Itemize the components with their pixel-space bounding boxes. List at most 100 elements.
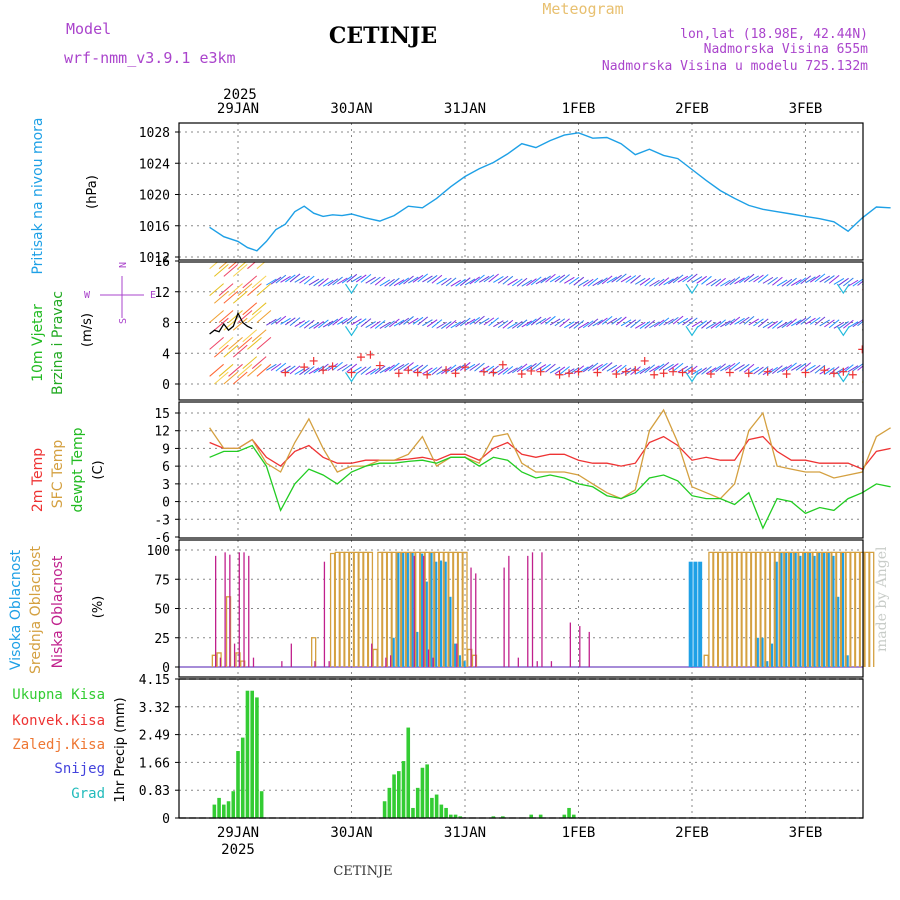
wind-barb (450, 365, 462, 373)
wind-barb (275, 362, 287, 372)
cloud-bar-srednja (769, 551, 776, 667)
credit: made by Angel (874, 546, 890, 652)
wind-barb (691, 368, 703, 375)
cloud-bar-visoka (400, 552, 405, 667)
temp-line-2m-temp (209, 435, 891, 470)
wind-gust-mark (366, 350, 375, 359)
wind-barb (691, 276, 703, 283)
wind-gust-mark (848, 370, 857, 379)
wind-barb (322, 279, 334, 287)
wind-barb (809, 274, 821, 283)
wind-barb-fan (872, 280, 888, 290)
wind-barb-fan (209, 363, 224, 377)
cloud-bar-srednja (334, 551, 340, 667)
cloud-bar-srednja (731, 551, 738, 667)
wind-barb-fan (228, 363, 243, 377)
day-label-top: 1FEB (562, 101, 596, 117)
wind-speed-line-tail (862, 329, 863, 331)
wind-barb (535, 364, 547, 371)
cloud-bar-visoka (811, 555, 816, 667)
wind-barb (497, 320, 509, 329)
wind-barb-fan (251, 329, 267, 343)
precip-bar (529, 814, 534, 818)
wind-barb (772, 320, 783, 329)
wind-barb (327, 278, 339, 287)
wind-barb (587, 362, 599, 372)
cloud-bar-srednja (802, 551, 809, 667)
wind-barb (582, 320, 594, 329)
wind-barb (847, 279, 859, 287)
wind-barb (431, 274, 443, 284)
wind-barb (620, 275, 632, 283)
wind-barb (270, 276, 282, 285)
wind-barb (597, 362, 608, 371)
wind-barb (289, 365, 301, 375)
wind-barb (294, 320, 306, 328)
wind-barb (389, 362, 400, 372)
pressure-title: Pritisak na nivou mora (30, 117, 46, 274)
wind-barb-fan (228, 310, 243, 323)
wind-barb (422, 319, 433, 327)
wind-gust-mark (413, 368, 422, 377)
wind-barb (757, 274, 769, 283)
wind-barb-fan (214, 371, 229, 385)
compass-south: S (118, 318, 129, 324)
wind-barb (644, 319, 656, 329)
wind-barb (337, 277, 348, 285)
bottom-day-labels: 29JAN 30JAN 31JAN 1FEB 2FEB 3FEB (217, 825, 822, 841)
wind-barb (720, 320, 731, 328)
cloud-bar-visoka (414, 631, 419, 667)
cloud-bar-visoka (461, 661, 466, 667)
cloud-bar-srednja (845, 551, 851, 667)
wind-barb (545, 315, 556, 325)
wind-barb (351, 275, 362, 283)
wind-gust-mark (461, 363, 469, 372)
wind-barb (639, 366, 651, 375)
wind-barb (393, 319, 405, 327)
y-tick-label: 50 (154, 603, 170, 618)
precip-bar (212, 804, 217, 818)
wind-barb-fan (247, 363, 262, 377)
cloud-bar-visoka (806, 552, 811, 667)
precip-bar (538, 814, 543, 818)
wind-barb (313, 321, 324, 329)
wind-barb (299, 320, 310, 328)
wind-barb (776, 321, 788, 329)
wind-gust-mark (678, 368, 687, 377)
wind-plot (209, 262, 888, 385)
wind-barb (597, 317, 608, 326)
wind-barb (861, 369, 863, 371)
wind-barb (507, 367, 518, 375)
wind-barb (464, 363, 476, 371)
wind-barb (370, 276, 381, 285)
wind-barb-fan (218, 283, 234, 296)
wind-barb-fan (247, 310, 262, 323)
cloud-bar-srednja (467, 648, 473, 667)
cloud-bar-srednja (225, 596, 232, 667)
wind-barb (355, 274, 367, 283)
wind-barb-fan (242, 302, 258, 316)
wind-barb (398, 362, 410, 371)
precip-bar (491, 816, 496, 818)
wind-barb (729, 361, 741, 371)
wind-gust-mark (394, 369, 403, 378)
cloud-bar-visoka (821, 552, 826, 667)
cloud-bar-srednja (826, 551, 832, 667)
day-label-top: 3FEB (789, 101, 823, 117)
y-tick-label: 16 (154, 255, 170, 270)
cloud-bar-srednja (339, 551, 345, 667)
cloud-bar-srednja (727, 551, 733, 667)
wind-barb (649, 279, 660, 287)
wind-barb (582, 364, 594, 373)
wind-barb-fan (232, 371, 248, 385)
wind-barb (270, 363, 282, 371)
cloud-bar-srednja (746, 551, 752, 667)
precip-bar (501, 816, 505, 818)
wind-barb (389, 277, 400, 287)
cloud-bar-visoka (419, 553, 424, 667)
wind-barb (739, 275, 750, 284)
day-label-bottom: 2FEB (675, 825, 709, 841)
wind-gust-mark (498, 360, 507, 369)
precip-legend-item: Grad (71, 786, 105, 802)
wind-barb-fan (209, 283, 224, 296)
